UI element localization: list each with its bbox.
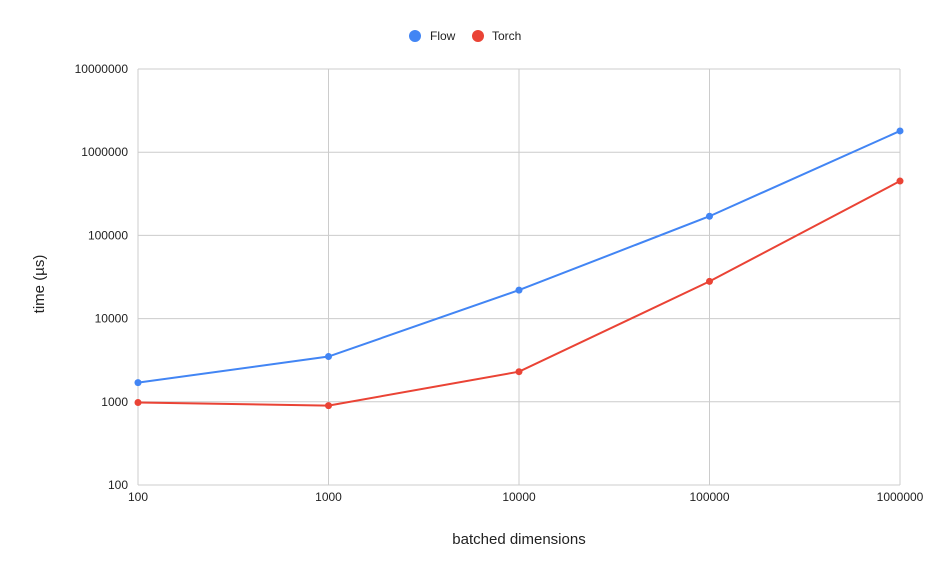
legend: Flow Torch <box>409 29 521 43</box>
data-point-torch <box>896 177 904 185</box>
y-tick-label: 100 <box>108 478 128 492</box>
data-point-flow <box>706 212 713 220</box>
data-point-flow <box>515 286 523 294</box>
data-point-torch <box>134 399 142 407</box>
data-point-flow <box>134 379 142 387</box>
data-point-torch <box>515 368 523 376</box>
legend-marker-torch <box>472 30 484 42</box>
x-tick-label: 1000 <box>315 490 342 504</box>
x-axis-ticks: 100 1000 10000 100000 1000000 <box>128 490 924 504</box>
x-tick-label: 100000 <box>689 490 729 504</box>
legend-label-torch: Torch <box>492 29 521 43</box>
data-point-flow <box>896 127 904 135</box>
x-tick-label: 1000000 <box>877 490 924 504</box>
data-point-torch <box>706 277 713 285</box>
x-tick-label: 100 <box>128 490 148 504</box>
y-tick-label: 1000000 <box>81 145 128 159</box>
y-tick-label: 10000000 <box>75 62 129 76</box>
data-point-torch <box>325 402 332 410</box>
data-point-flow <box>325 353 332 361</box>
x-tick-label: 10000 <box>502 490 536 504</box>
y-tick-label: 1000 <box>101 395 128 409</box>
legend-marker-flow <box>409 30 421 42</box>
y-tick-label: 100000 <box>88 228 128 242</box>
x-axis-title: batched dimensions <box>452 531 585 548</box>
grid-lines <box>137 68 901 486</box>
legend-label-flow: Flow <box>430 29 456 43</box>
y-tick-label: 10000 <box>95 312 129 326</box>
y-axis-title: time (µs) <box>31 255 48 314</box>
y-axis-ticks: 100 1000 10000 100000 1000000 10000000 <box>75 62 129 492</box>
series-group <box>134 127 904 410</box>
